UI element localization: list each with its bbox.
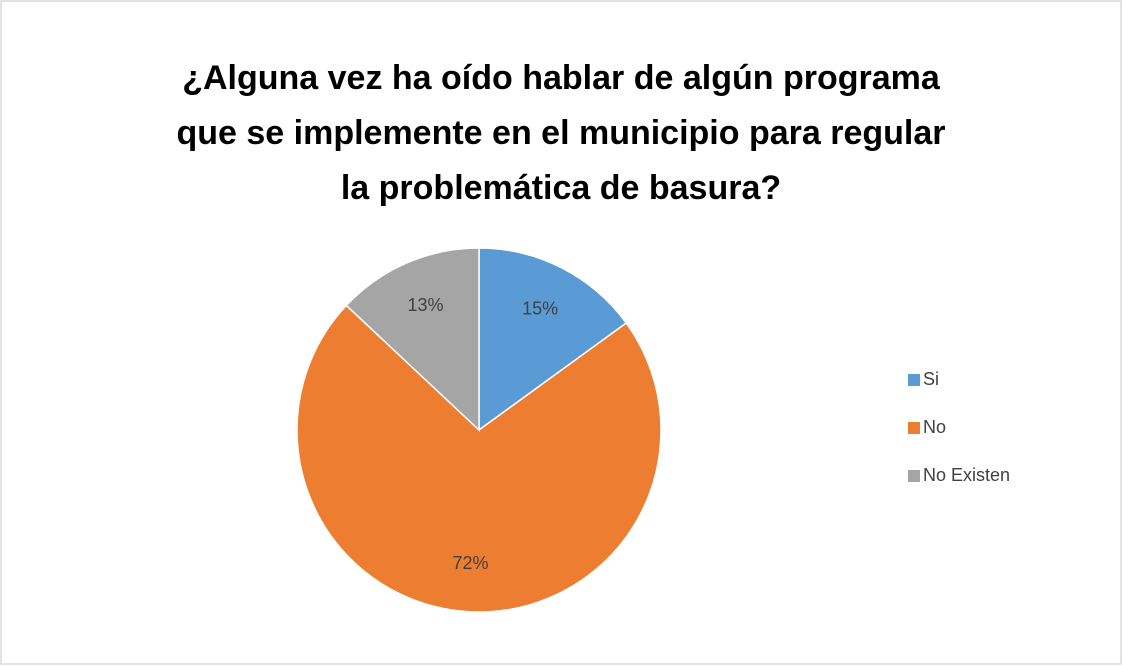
data-label: 13% (407, 295, 443, 315)
chart-title: que se implemente en el municipio para r… (176, 114, 945, 152)
pie-slice (345, 247, 480, 432)
pie-slice (478, 247, 628, 432)
legend-label: No Existen (923, 465, 1010, 485)
chart-title: la problemática de basura? (341, 169, 781, 207)
chart-title: ¿Alguna vez ha oído hablar de algún prog… (182, 59, 941, 97)
legend-label: Si (923, 369, 939, 389)
data-label: 72% (453, 553, 489, 573)
legend-label: No (923, 417, 946, 437)
pie-slice (296, 304, 662, 613)
legend-swatch (908, 422, 920, 434)
legend-swatch (908, 374, 920, 386)
legend-swatch (908, 470, 920, 482)
data-label: 15% (522, 299, 558, 319)
